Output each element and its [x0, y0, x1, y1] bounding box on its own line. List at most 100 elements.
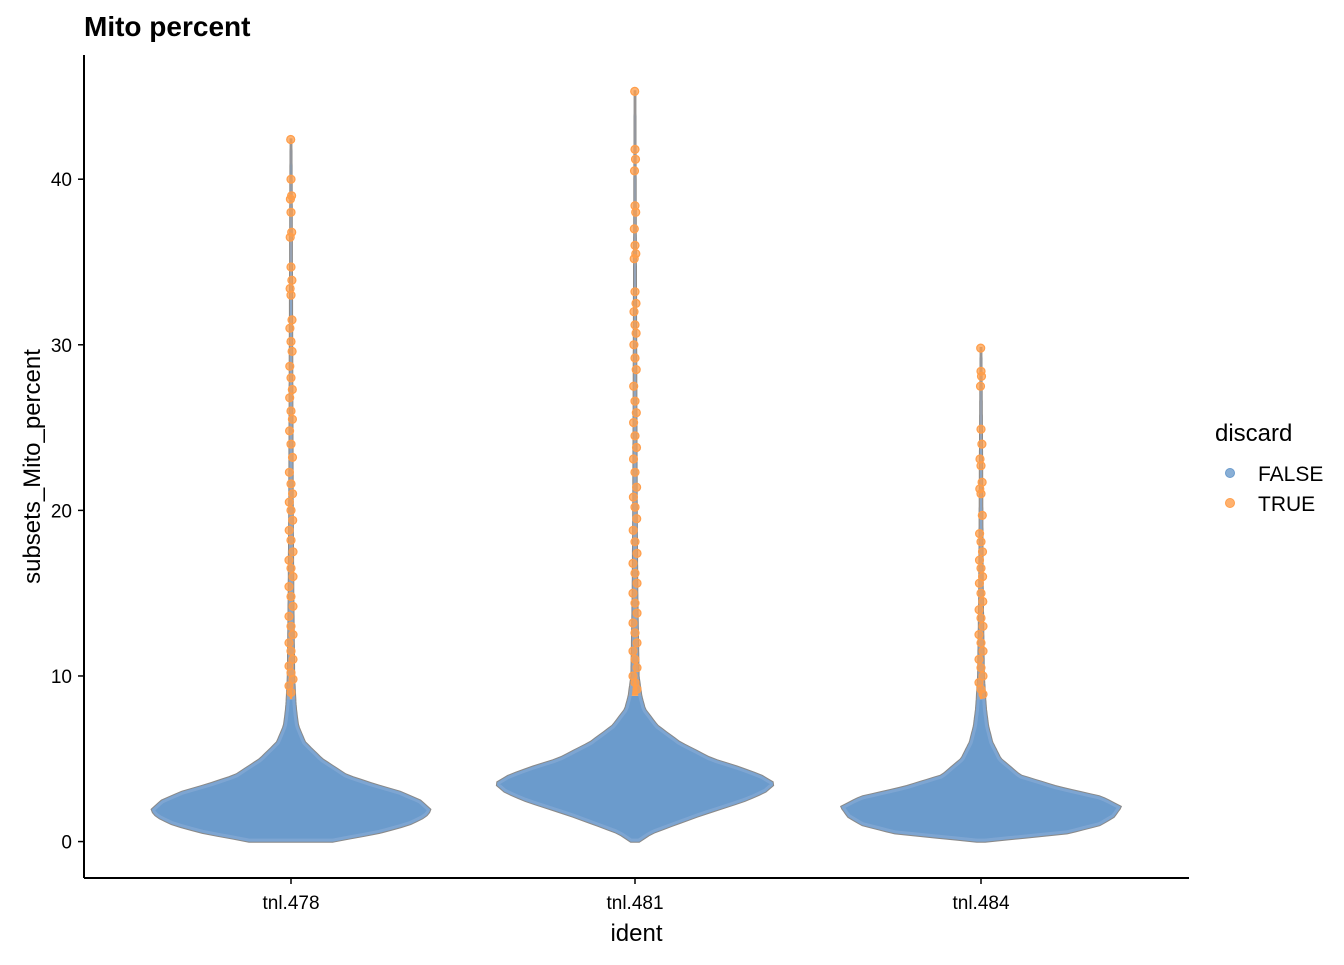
true-point	[630, 628, 640, 638]
true-point	[631, 408, 641, 418]
x-tick-label: tnl.478	[262, 893, 319, 914]
y-tick-label: 10	[51, 667, 72, 688]
x-axis-title: ident	[610, 920, 662, 947]
true-point	[286, 591, 296, 602]
true-point	[629, 381, 639, 391]
true-point	[631, 442, 642, 453]
true-point	[287, 414, 297, 424]
true-point	[974, 555, 985, 565]
true-point	[628, 646, 638, 656]
true-point	[286, 290, 296, 300]
legend-label-false: FALSE	[1258, 463, 1323, 486]
true-point	[976, 638, 986, 648]
true-point	[628, 525, 638, 535]
true-point	[628, 418, 639, 428]
true-point	[286, 207, 296, 217]
true-point	[288, 601, 298, 612]
legend-label-true: TRUE	[1258, 493, 1315, 516]
true-point	[287, 384, 297, 395]
true-point	[976, 663, 986, 673]
true-point	[630, 396, 640, 406]
true-point	[286, 373, 296, 383]
true-point	[284, 638, 294, 648]
true-point	[631, 298, 641, 308]
true-point	[285, 323, 295, 333]
violin-false-region	[151, 699, 431, 842]
true-point	[288, 571, 298, 582]
true-point	[628, 492, 639, 502]
true-point	[630, 598, 640, 608]
true-point	[632, 548, 642, 559]
y-tick-label: 40	[51, 170, 72, 191]
true-point	[978, 621, 988, 631]
true-point	[286, 134, 296, 145]
true-point	[630, 144, 640, 154]
true-point	[630, 467, 640, 477]
true-point	[288, 654, 298, 665]
true-point	[976, 371, 987, 381]
true-point	[976, 588, 986, 598]
true-point	[629, 307, 639, 317]
true-point	[286, 505, 296, 515]
true-point	[974, 578, 985, 588]
true-point	[286, 262, 296, 272]
true-point	[629, 254, 639, 264]
true-point	[630, 431, 640, 441]
true-point	[628, 454, 639, 464]
true-point	[632, 663, 642, 673]
true-point	[285, 361, 295, 371]
true-point	[286, 479, 296, 489]
true-point	[287, 315, 297, 325]
true-point	[974, 654, 984, 665]
true-point	[632, 514, 642, 524]
y-axis-title: subsets_Mito_percent	[19, 349, 46, 584]
true-point	[288, 629, 298, 640]
true-point	[628, 618, 638, 628]
true-point	[976, 461, 986, 471]
y-tick-label: 20	[51, 501, 72, 522]
true-point	[630, 320, 640, 330]
true-point	[628, 588, 638, 598]
true-point	[976, 424, 986, 434]
true-point	[288, 547, 298, 557]
violin-false-region	[497, 695, 773, 842]
true-point	[288, 515, 298, 525]
true-point	[976, 563, 986, 573]
true-point	[975, 381, 986, 391]
true-point	[286, 439, 296, 449]
violin-false-region	[841, 699, 1121, 842]
true-point	[630, 287, 640, 297]
true-point	[286, 563, 296, 573]
true-point	[284, 525, 294, 535]
true-point	[286, 406, 296, 416]
true-point	[629, 166, 640, 176]
true-point	[284, 467, 294, 477]
true-point	[978, 671, 988, 681]
true-point	[976, 537, 986, 547]
true-point	[632, 638, 642, 648]
true-point	[632, 578, 642, 588]
true-point	[631, 365, 641, 375]
true-point	[630, 502, 640, 512]
true-point	[284, 581, 294, 592]
true-point	[286, 687, 296, 698]
true-point	[630, 537, 640, 547]
true-point	[630, 86, 640, 97]
y-tick-label: 0	[61, 833, 72, 854]
true-point	[631, 482, 642, 492]
true-point	[288, 674, 298, 684]
x-tick-label: tnl.481	[606, 893, 663, 914]
true-point	[978, 646, 988, 656]
true-point	[631, 328, 641, 338]
true-point	[629, 224, 639, 234]
true-point	[286, 336, 296, 347]
true-point	[287, 275, 297, 285]
true-point	[287, 452, 298, 462]
true-point	[628, 558, 638, 569]
true-point	[285, 393, 295, 403]
true-point	[288, 489, 298, 499]
true-point	[286, 646, 296, 656]
true-point	[285, 232, 295, 242]
true-point	[974, 629, 984, 640]
legend-key-false	[1225, 468, 1235, 478]
